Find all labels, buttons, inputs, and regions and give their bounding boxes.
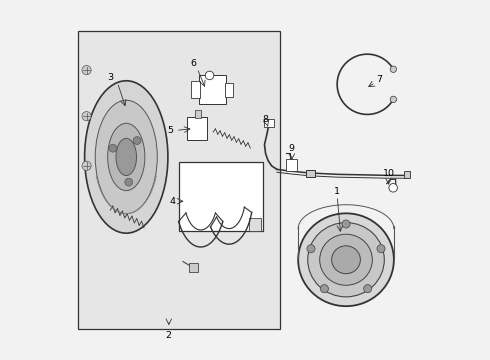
Ellipse shape [95,100,157,214]
Text: 4: 4 [170,197,175,206]
Circle shape [82,161,91,170]
Text: 1: 1 [334,187,340,196]
Bar [248,218,261,231]
Circle shape [364,285,372,293]
Bar [306,170,315,177]
Bar [187,117,207,140]
Text: 8: 8 [263,114,269,123]
Bar [191,81,199,99]
Circle shape [342,220,350,228]
Ellipse shape [308,222,384,297]
Ellipse shape [108,123,145,191]
Ellipse shape [332,246,360,274]
Bar [179,162,263,231]
Circle shape [133,137,141,144]
Text: 10: 10 [383,169,394,178]
Text: 6: 6 [191,59,196,68]
Circle shape [307,245,315,253]
Text: 9: 9 [289,144,295,153]
Ellipse shape [85,81,168,233]
Bar [286,159,297,171]
Circle shape [390,96,396,103]
Circle shape [82,66,91,75]
Bar [199,76,225,104]
Ellipse shape [319,234,372,285]
Circle shape [109,144,117,152]
Circle shape [320,285,328,293]
Bar [78,31,280,329]
Bar [225,82,233,97]
Circle shape [390,66,396,72]
Bar [265,119,274,127]
Text: 2: 2 [166,331,172,340]
Circle shape [82,112,91,121]
Ellipse shape [116,138,137,176]
Circle shape [377,245,385,253]
Bar [404,171,410,177]
Bar [189,263,198,272]
Ellipse shape [298,213,394,306]
Text: 7: 7 [376,75,382,84]
Text: 3: 3 [107,73,113,82]
Bar [195,110,201,118]
Circle shape [389,184,397,192]
Text: 5: 5 [168,126,173,135]
Circle shape [125,178,133,186]
Circle shape [205,71,214,80]
